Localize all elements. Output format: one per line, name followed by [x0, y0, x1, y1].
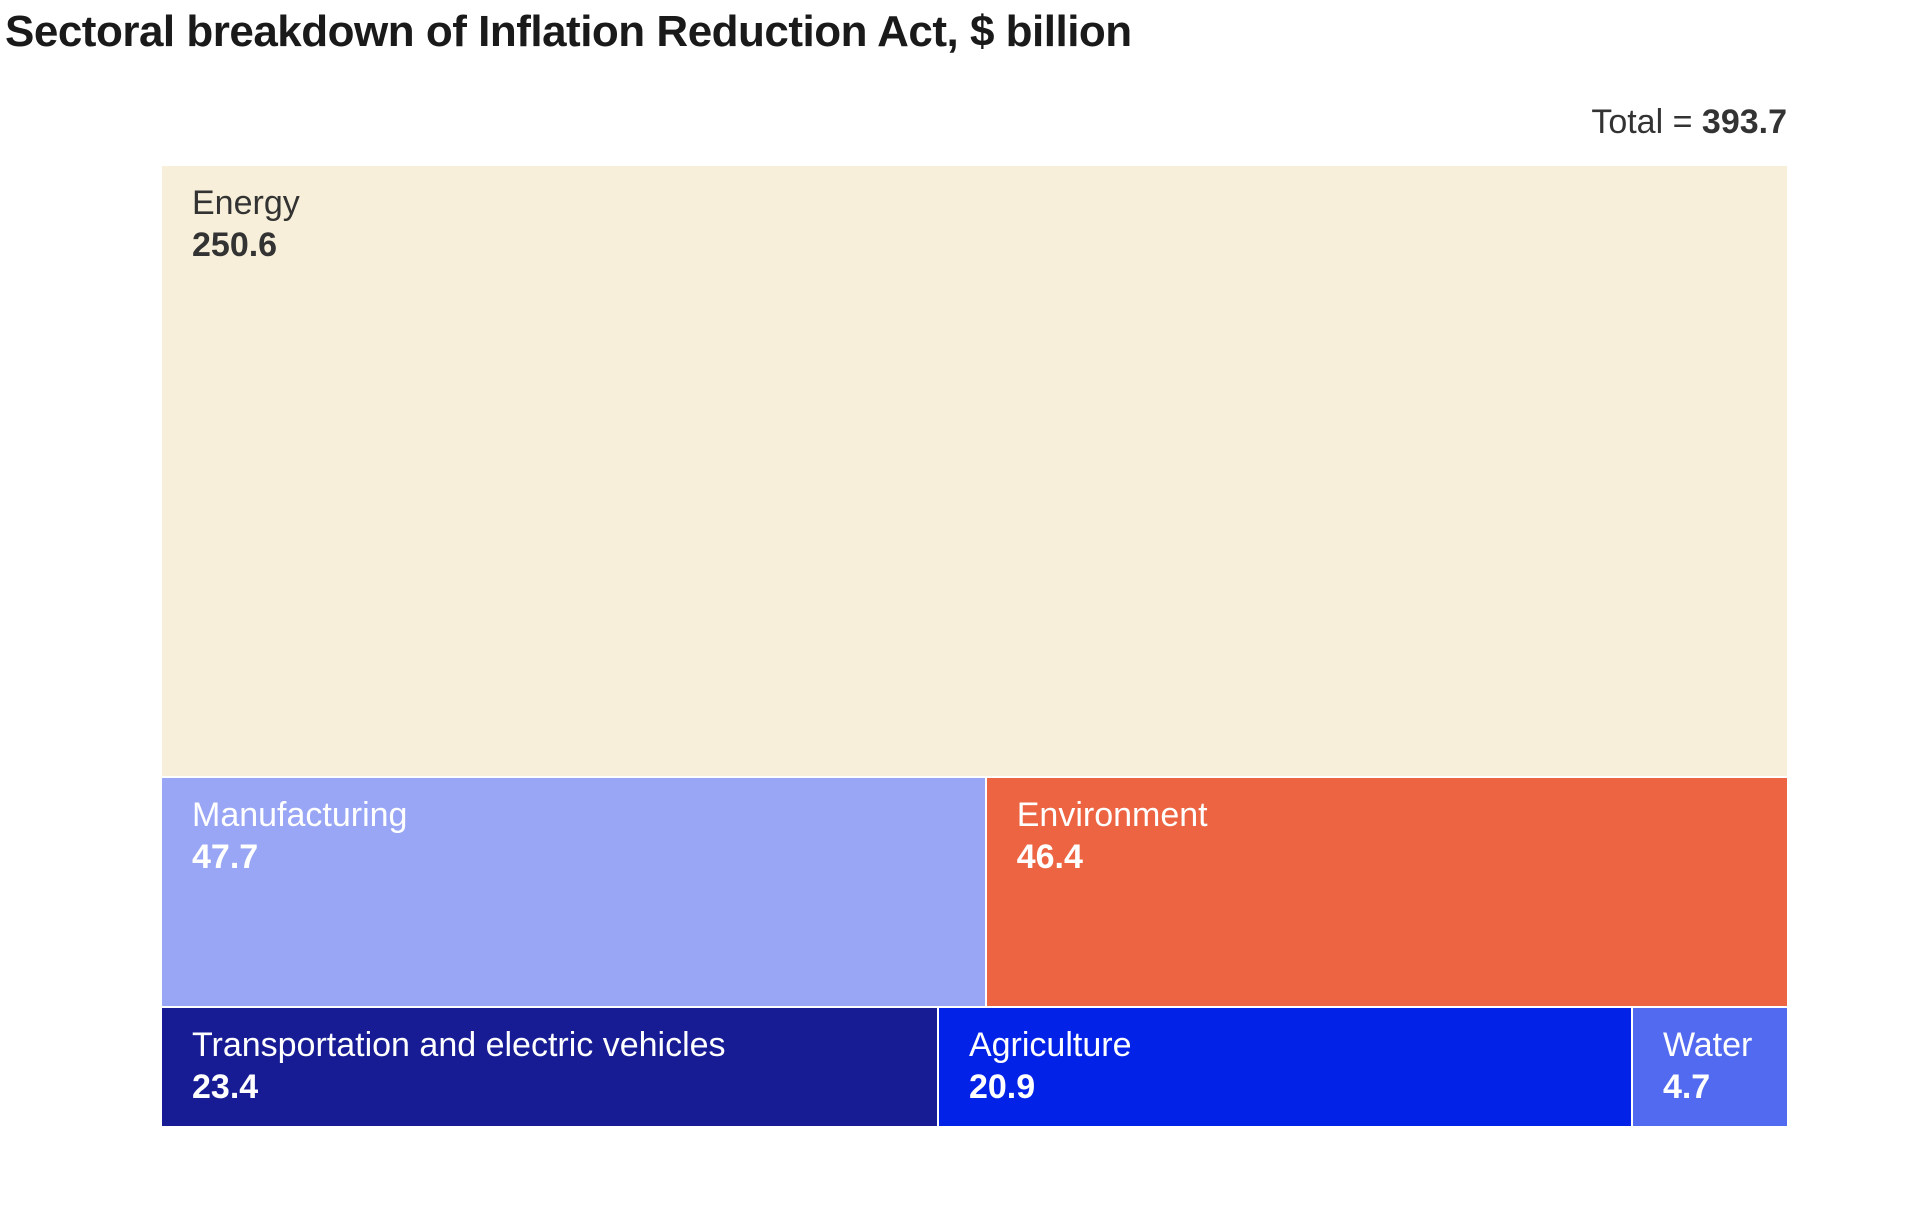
tile-label: Transportation and electric vehicles	[192, 1026, 726, 1065]
tile-transportation: Transportation and electric vehicles 23.…	[161, 1007, 938, 1127]
total-prefix: Total =	[1591, 103, 1702, 141]
tile-agriculture: Agriculture 20.9	[937, 1007, 1632, 1127]
tile-manufacturing: Manufacturing 47.7	[161, 777, 986, 1008]
tile-value: 47.7	[192, 838, 259, 877]
tile-value: 250.6	[192, 226, 278, 264]
tile-label: Environment	[1016, 796, 1208, 835]
total-label: Total = 393.7	[1591, 100, 1787, 144]
tile-value: 20.9	[968, 1068, 1036, 1107]
tile-label: Agriculture	[968, 1026, 1132, 1065]
tile-environment: Environment 46.4	[985, 777, 1788, 1008]
tile-label: Manufacturing	[192, 796, 408, 835]
tile-value: 4.7	[1662, 1068, 1711, 1107]
chart-title: Sectoral breakdown of Inflation Reductio…	[5, 7, 1132, 56]
total-value: 393.7	[1701, 103, 1787, 141]
tile-label: Water	[1662, 1026, 1753, 1065]
tile-water: Water 4.7	[1631, 1007, 1788, 1127]
tile-label: Energy	[192, 184, 300, 222]
tile-energy: Energy 250.6	[161, 165, 1788, 778]
treemap: Energy 250.6 Manufacturing 47.7 Environm…	[161, 165, 1788, 1127]
tile-value: 23.4	[192, 1068, 259, 1107]
tile-value: 46.4	[1016, 838, 1083, 877]
